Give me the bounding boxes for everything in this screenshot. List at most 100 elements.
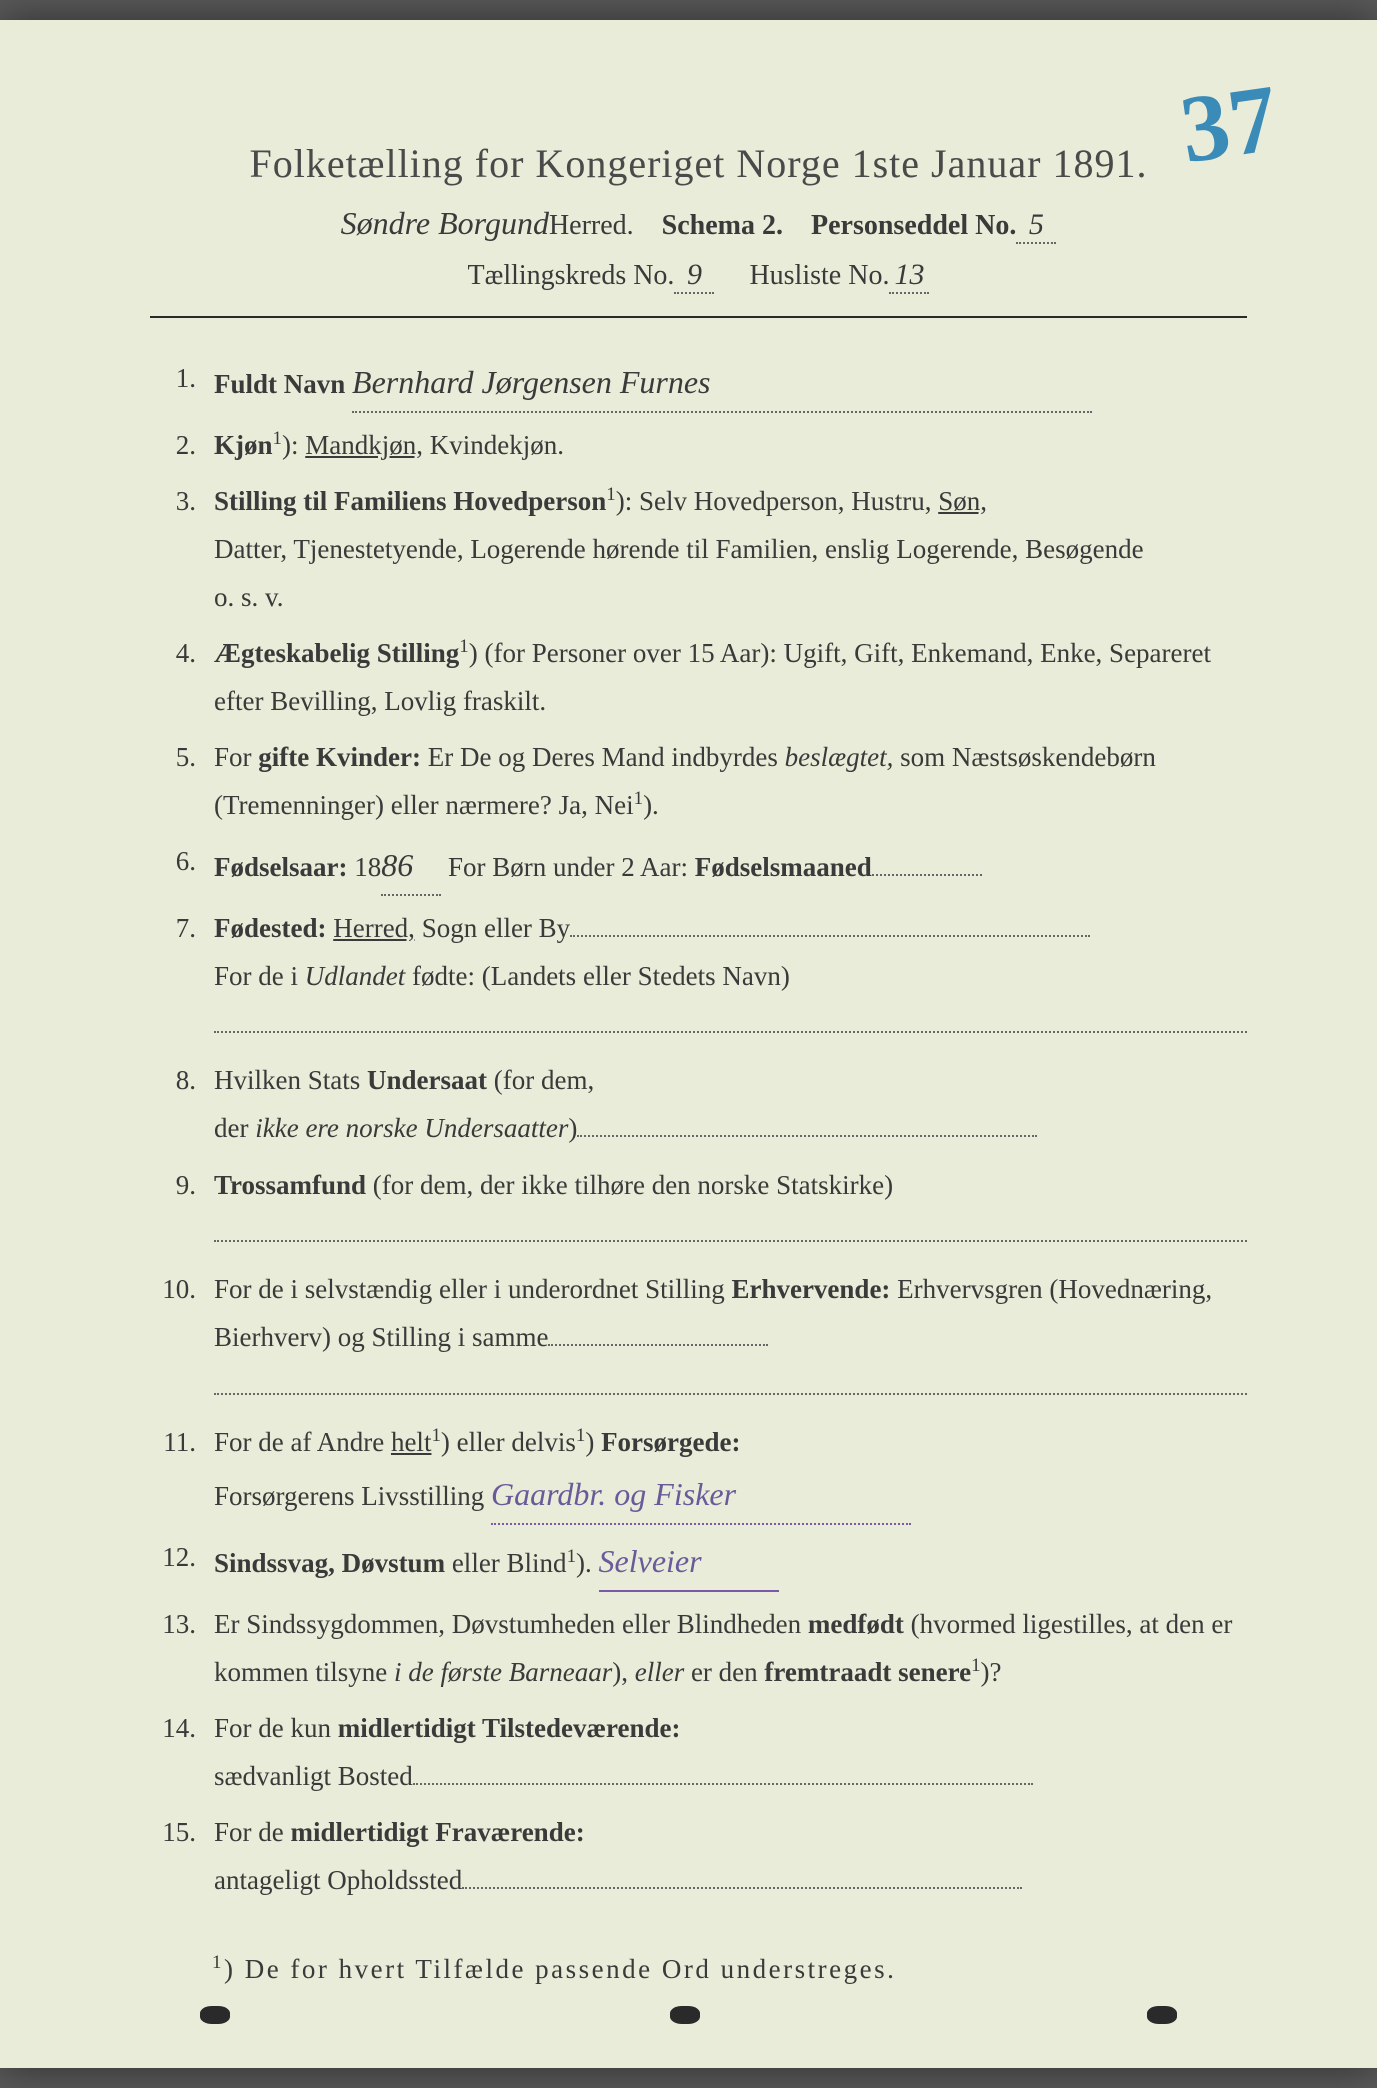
census-form-page: 37 Folketælling for Kongeriget Norge 1st… [0, 20, 1377, 2068]
field-label: midlertidigt Tilstedeværende: [338, 1713, 681, 1743]
personseddel-no: 5 [1016, 208, 1056, 244]
item-body: Fuldt Navn Bernhard Jørgensen Furnes [214, 354, 1247, 413]
herred-label: Herred. [549, 210, 634, 241]
binding-hole-icon [200, 2006, 230, 2024]
text: (for dem, der ikke tilhøre den norske St… [366, 1170, 893, 1200]
header-rule [150, 316, 1247, 318]
usual-residence-blank [413, 1783, 1033, 1785]
text: For de i selvstændig eller i underordnet… [214, 1274, 731, 1304]
field-label: Fuldt Navn [214, 369, 345, 399]
text: ), [612, 1657, 635, 1687]
line2: For de i Udlandet fødte: (Landets eller … [214, 952, 1247, 1000]
item-2: 2. Kjøn1): Mandkjøn, Kvindekjøn. [156, 421, 1247, 469]
item-number: 9. [156, 1161, 214, 1257]
text: sædvanligt Bosted [214, 1761, 413, 1791]
personseddel-label: Personseddel No. [811, 210, 1016, 241]
item-number: 11. [156, 1418, 214, 1525]
page-annotation: 37 [1174, 62, 1285, 185]
footnote-ref: 1 [971, 1655, 980, 1676]
foreign-birth-blank [214, 1013, 1247, 1033]
item-body: Ægteskabelig Stilling1) (for Personer ov… [214, 629, 1247, 725]
item-number: 2. [156, 421, 214, 469]
item-15: 15. For de midlertidigt Fraværende: anta… [156, 1808, 1247, 1904]
husliste-label: Husliste No. [749, 260, 889, 291]
field-label: Trossamfund [214, 1170, 366, 1200]
item-number: 6. [156, 837, 214, 896]
item-number: 4. [156, 629, 214, 725]
field-label: gifte Kvinder: [258, 742, 421, 772]
text-italic: Udlandet [305, 961, 406, 991]
option-herred: Herred, [333, 913, 415, 943]
option-helt: helt [391, 1427, 432, 1457]
taellingskreds-no: 9 [674, 258, 714, 294]
item-4: 4. Ægteskabelig Stilling1) (for Personer… [156, 629, 1247, 725]
text: (for dem, [487, 1065, 594, 1095]
field-label: fremtraadt senere [764, 1657, 971, 1687]
text: eller Blind [452, 1548, 567, 1578]
binding-hole-icon [670, 2006, 700, 2024]
item-number: 15. [156, 1808, 214, 1904]
text: ) [568, 1113, 577, 1143]
text: Sogn eller By [415, 913, 570, 943]
text: ): Selv Hovedperson, Hustru, [616, 486, 938, 516]
text: For de kun [214, 1713, 338, 1743]
form-items: 1. Fuldt Navn Bernhard Jørgensen Furnes … [150, 354, 1247, 1904]
text: der [214, 1113, 255, 1143]
footnote-ref: 1 [634, 788, 643, 809]
text: For de i [214, 961, 305, 991]
item-13: 13. Er Sindssygdommen, Døvstumheden elle… [156, 1600, 1247, 1696]
item-number: 8. [156, 1056, 214, 1152]
text: )? [981, 1657, 1002, 1687]
header-line-3: Tællingskreds No.9 Husliste No.13 [150, 258, 1247, 294]
item-8: 8. Hvilken Stats Undersaat (for dem, der… [156, 1056, 1247, 1152]
item-3: 3. Stilling til Familiens Hovedperson1):… [156, 477, 1247, 621]
item-number: 14. [156, 1704, 214, 1800]
birth-year-value: 86 [381, 837, 441, 896]
birthplace-blank [570, 935, 1090, 937]
disability-value: Selveier [599, 1533, 779, 1592]
item-number: 12. [156, 1533, 214, 1592]
text-italic: eller [635, 1657, 684, 1687]
line2: antageligt Opholdssted [214, 1856, 1247, 1904]
form-header: Folketælling for Kongeriget Norge 1ste J… [150, 140, 1247, 294]
occupation-blank-1 [548, 1344, 768, 1346]
field-label: Fødselsaar: [214, 852, 347, 882]
field-label: Stilling til Familiens Hovedperson [214, 486, 606, 516]
footnote-ref: 1 [576, 1425, 585, 1446]
field-label: Kjøn [214, 430, 273, 460]
header-line-2: Søndre BorgundHerred. Schema 2. Personse… [150, 205, 1247, 244]
item-5: 5. For gifte Kvinder: Er De og Deres Man… [156, 733, 1247, 829]
field-label: midlertidigt Fraværende: [291, 1817, 585, 1847]
text-italic: ikke ere norske Undersaatter [255, 1113, 568, 1143]
item-number: 7. [156, 904, 214, 1048]
item-12: 12. Sindssvag, Døvstum eller Blind1). Se… [156, 1533, 1247, 1592]
text-italic: beslægtet, [785, 742, 894, 772]
item-number: 1. [156, 354, 214, 413]
schema-label: Schema 2. [662, 210, 783, 241]
item-number: 13. [156, 1600, 214, 1696]
item-body: Sindssvag, Døvstum eller Blind1). Selvei… [214, 1533, 1247, 1592]
line2: Forsørgerens Livsstilling Gaardbr. og Fi… [214, 1466, 1247, 1525]
text-italic: i de første Barneaar [394, 1657, 612, 1687]
text: Datter, Tjenestetyende, Logerende hørend… [214, 525, 1247, 573]
item-9: 9. Trossamfund (for dem, der ikke tilhør… [156, 1161, 1247, 1257]
text: For de af Andre [214, 1427, 391, 1457]
item-body: Stilling til Familiens Hovedperson1): Se… [214, 477, 1247, 621]
item-7: 7. Fødested: Herred, Sogn eller By For d… [156, 904, 1247, 1048]
text: ). [576, 1548, 592, 1578]
item-number: 5. [156, 733, 214, 829]
item-1: 1. Fuldt Navn Bernhard Jørgensen Furnes [156, 354, 1247, 413]
field-label: medfødt [808, 1609, 904, 1639]
item-body: Fødested: Herred, Sogn eller By For de i… [214, 904, 1247, 1048]
text: For de [214, 1817, 291, 1847]
text: ): [282, 430, 299, 460]
option-male: Mandkjøn, [305, 430, 423, 460]
line2: der ikke ere norske Undersaatter) [214, 1104, 1247, 1152]
item-number: 3. [156, 477, 214, 621]
birth-month-blank [872, 874, 982, 876]
item-6: 6. Fødselsaar: 1886 For Børn under 2 Aar… [156, 837, 1247, 896]
footnote-ref: 1 [567, 1546, 576, 1567]
binding-hole-icon [1147, 2006, 1177, 2024]
text: fødte: (Landets eller Stedets Navn) [405, 961, 790, 991]
text: For Børn under 2 Aar: [441, 852, 694, 882]
